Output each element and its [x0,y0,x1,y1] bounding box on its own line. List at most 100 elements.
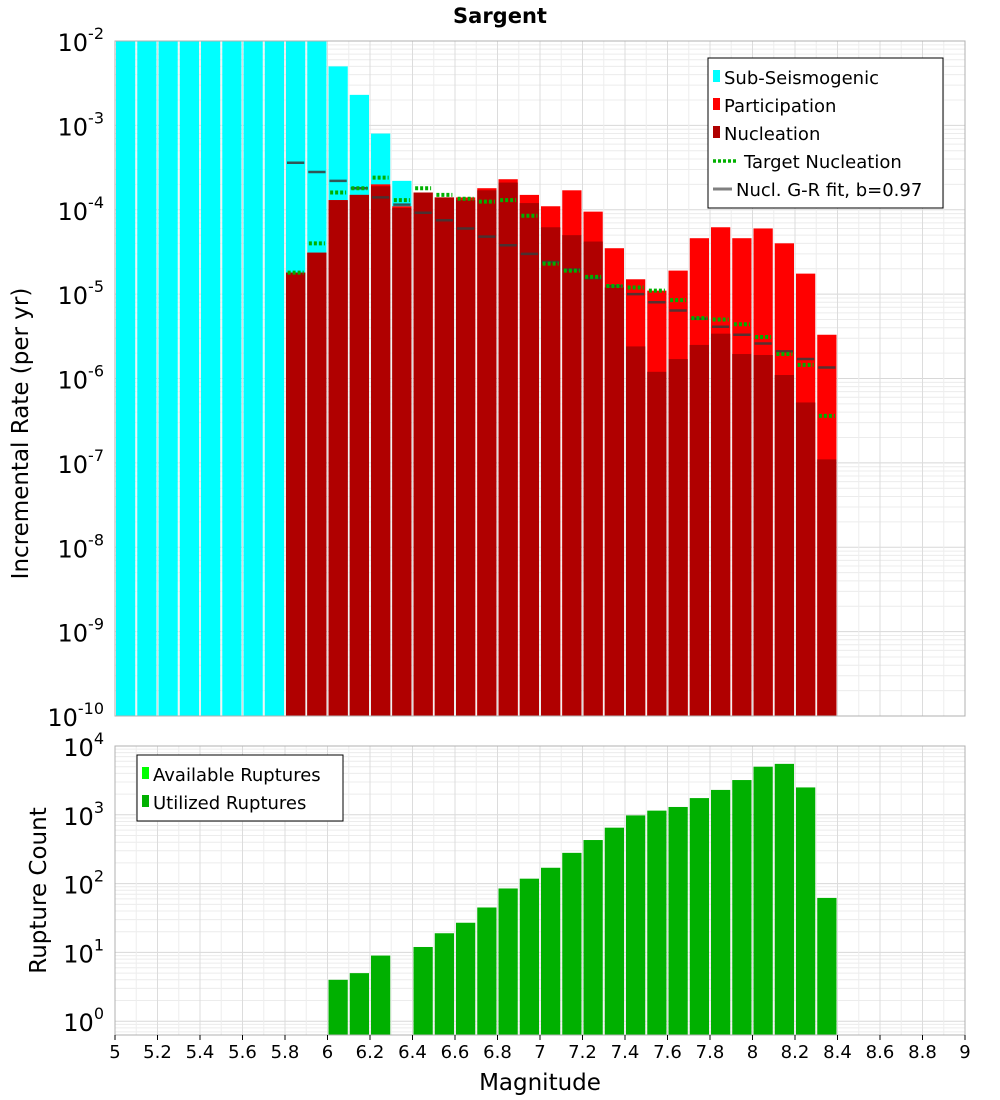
nucleation-bar [349,194,369,716]
y-tick-exponent: -7 [88,446,104,465]
nucleation-bar [541,227,561,716]
y-tick-exponent: -2 [88,24,104,43]
y-tick-label: 10-8 [58,530,105,563]
y-tick-label: 10-5 [58,277,105,310]
sub-seismogenic-bar [158,41,178,716]
y-tick-label: 10-2 [58,24,105,57]
legend-label: Nucleation [724,124,820,145]
y-tick-exponent: -4 [88,193,104,212]
x-axis-label: Magnitude [479,1070,601,1096]
nucleation-bar [711,333,731,716]
sub-seismogenic-bar [264,41,284,716]
x-tick-label: 8.6 [866,1042,895,1063]
legend-label: Available Ruptures [153,765,321,786]
nucleation-bar [286,272,306,716]
x-tick-label: 6.4 [398,1042,427,1063]
y-tick-exponent: -5 [88,277,104,296]
sub-seismogenic-bar [243,41,263,716]
x-tick-label: 6.6 [441,1042,470,1063]
nucleation-bar [434,197,454,717]
legend-label: Target Nucleation [743,152,902,173]
utilized-ruptures-bar [541,867,561,1035]
x-tick-label: 7.6 [653,1042,682,1063]
legend-label: Sub-Seismogenic [724,68,879,89]
utilized-ruptures-bar [434,933,454,1035]
x-tick-label: 7.8 [696,1042,725,1063]
utilized-ruptures-bar [711,789,731,1035]
nucleation-bar [456,200,476,716]
count-y-axis-label: Rupture Count [26,807,52,973]
x-tick-label: 8.2 [781,1042,810,1063]
nucleation-bar [307,252,327,716]
sub-seismogenic-bar [201,41,221,716]
y-tick-exponent: 4 [94,729,104,748]
y-tick-label: 10-9 [58,615,105,648]
rate-legend: Sub-Seismogenic Participation Nucleation Ta… [707,57,944,209]
x-tick-label: 5.8 [271,1042,300,1063]
x-tick-label: 5.2 [143,1042,172,1063]
utilized-ruptures-bar [519,878,539,1035]
y-tick-label: 10-7 [58,446,105,479]
sub-seismogenic-bar [116,41,136,716]
sub-seismogenic-bar [179,41,199,716]
x-tick-label: 6.8 [483,1042,512,1063]
y-tick-label: 102 [63,867,104,900]
nucleation-bar [732,354,752,716]
utilized-ruptures-bar [774,763,794,1035]
y-tick-exponent: -10 [78,699,104,718]
x-tick-label: 7.4 [611,1042,640,1063]
y-tick-exponent: -3 [88,108,104,127]
nucleation-bar [583,241,603,717]
nucleation-bar [689,344,709,716]
count-grid [114,746,966,1035]
legend-swatch [142,795,149,807]
utilized-ruptures-bar [477,907,497,1035]
y-tick-exponent: 1 [94,935,104,954]
y-tick-exponent: 2 [94,867,104,886]
nucleation-bar [328,200,348,716]
count-legend: Available Ruptures Utilized Ruptures [136,754,344,822]
x-tick-label: 5 [109,1042,120,1063]
y-tick-label: 10-10 [47,699,104,732]
x-tick-label: 8.8 [908,1042,937,1063]
nucleation-bar [604,287,624,716]
y-tick-exponent: -6 [88,362,104,381]
x-tick-label: 7.2 [568,1042,597,1063]
nucleation-bar [413,192,433,717]
nucleation-bar [626,346,646,716]
nucleation-bar [371,186,391,716]
utilized-ruptures-bar [583,840,603,1035]
legend-swatch [713,126,720,138]
x-tick-label: 5.4 [186,1042,215,1063]
nucleation-bar [774,375,794,716]
legend-swatch [713,70,720,82]
legend-swatch [142,767,149,779]
x-tick-label: 9 [959,1042,970,1063]
nucleation-bar [477,190,497,716]
y-tick-label: 101 [63,935,104,968]
nucleation-bar [668,359,688,716]
utilized-ruptures-bar [413,946,433,1035]
utilized-ruptures-bar [328,979,348,1035]
y-tick-label: 10-3 [58,108,105,141]
sub-seismogenic-bar [137,41,157,716]
utilized-ruptures-bar [796,787,816,1035]
x-tick-label: 5.6 [228,1042,257,1063]
utilized-ruptures-bar [753,766,773,1035]
utilized-ruptures-bar [817,897,837,1035]
legend-label: Participation [724,96,836,117]
utilized-ruptures-bar [349,973,369,1035]
nucleation-bar [392,207,412,716]
y-tick-exponent: -8 [88,530,104,549]
x-tick-label: 6 [322,1042,333,1063]
nucleation-bar [519,203,539,716]
legend-box [136,754,344,822]
utilized-ruptures-bar [562,852,582,1035]
nucleation-bar [498,182,518,716]
x-tick-label: 8.4 [823,1042,852,1063]
legend-label: Nucl. G-R fit, b=0.97 [736,180,922,201]
rate-plot-frame [114,40,966,717]
nucleation-bar [562,235,582,716]
nucleation-bar [817,459,837,716]
